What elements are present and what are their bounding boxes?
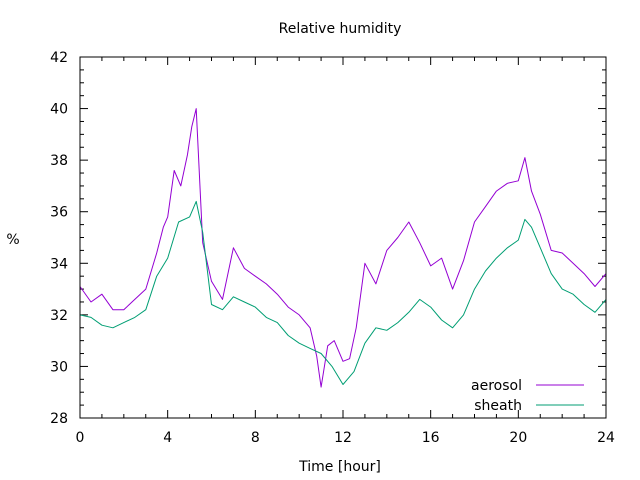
- y-tick-label: 28: [50, 411, 68, 427]
- legend: aerosol sheath: [471, 378, 584, 414]
- y-tick-label: 42: [50, 50, 68, 66]
- series-line-sheath: [79, 200, 607, 385]
- series-line-aerosol: [79, 108, 607, 388]
- legend-label-aerosol: aerosol: [471, 378, 522, 394]
- x-tick-label: 4: [163, 430, 172, 446]
- x-tick-label: 24: [597, 430, 615, 446]
- plot-frame: [79, 56, 607, 419]
- y-tick-label: 38: [50, 153, 68, 169]
- y-tick-label: 36: [50, 205, 68, 221]
- x-tick-label: 8: [251, 430, 260, 446]
- x-axis-label: Time [hour]: [298, 459, 381, 475]
- x-tick-label: 12: [334, 430, 352, 446]
- y-tick-label: 34: [50, 256, 68, 272]
- y-ticks: 28 30 32 34 36 38 40 42: [50, 50, 606, 427]
- x-tick-label: 16: [422, 430, 440, 446]
- y-tick-label: 40: [50, 102, 68, 118]
- chart-title: Relative humidity: [279, 21, 402, 37]
- y-axis-label: %: [6, 232, 19, 248]
- series-lines: [79, 108, 607, 388]
- legend-label-sheath: sheath: [474, 398, 522, 414]
- x-tick-label: 0: [76, 430, 85, 446]
- y-tick-label: 32: [50, 308, 68, 324]
- y-tick-label: 30: [50, 359, 68, 375]
- x-ticks: 0 4 8 12 16 20 24: [76, 57, 615, 446]
- x-tick-label: 20: [509, 430, 527, 446]
